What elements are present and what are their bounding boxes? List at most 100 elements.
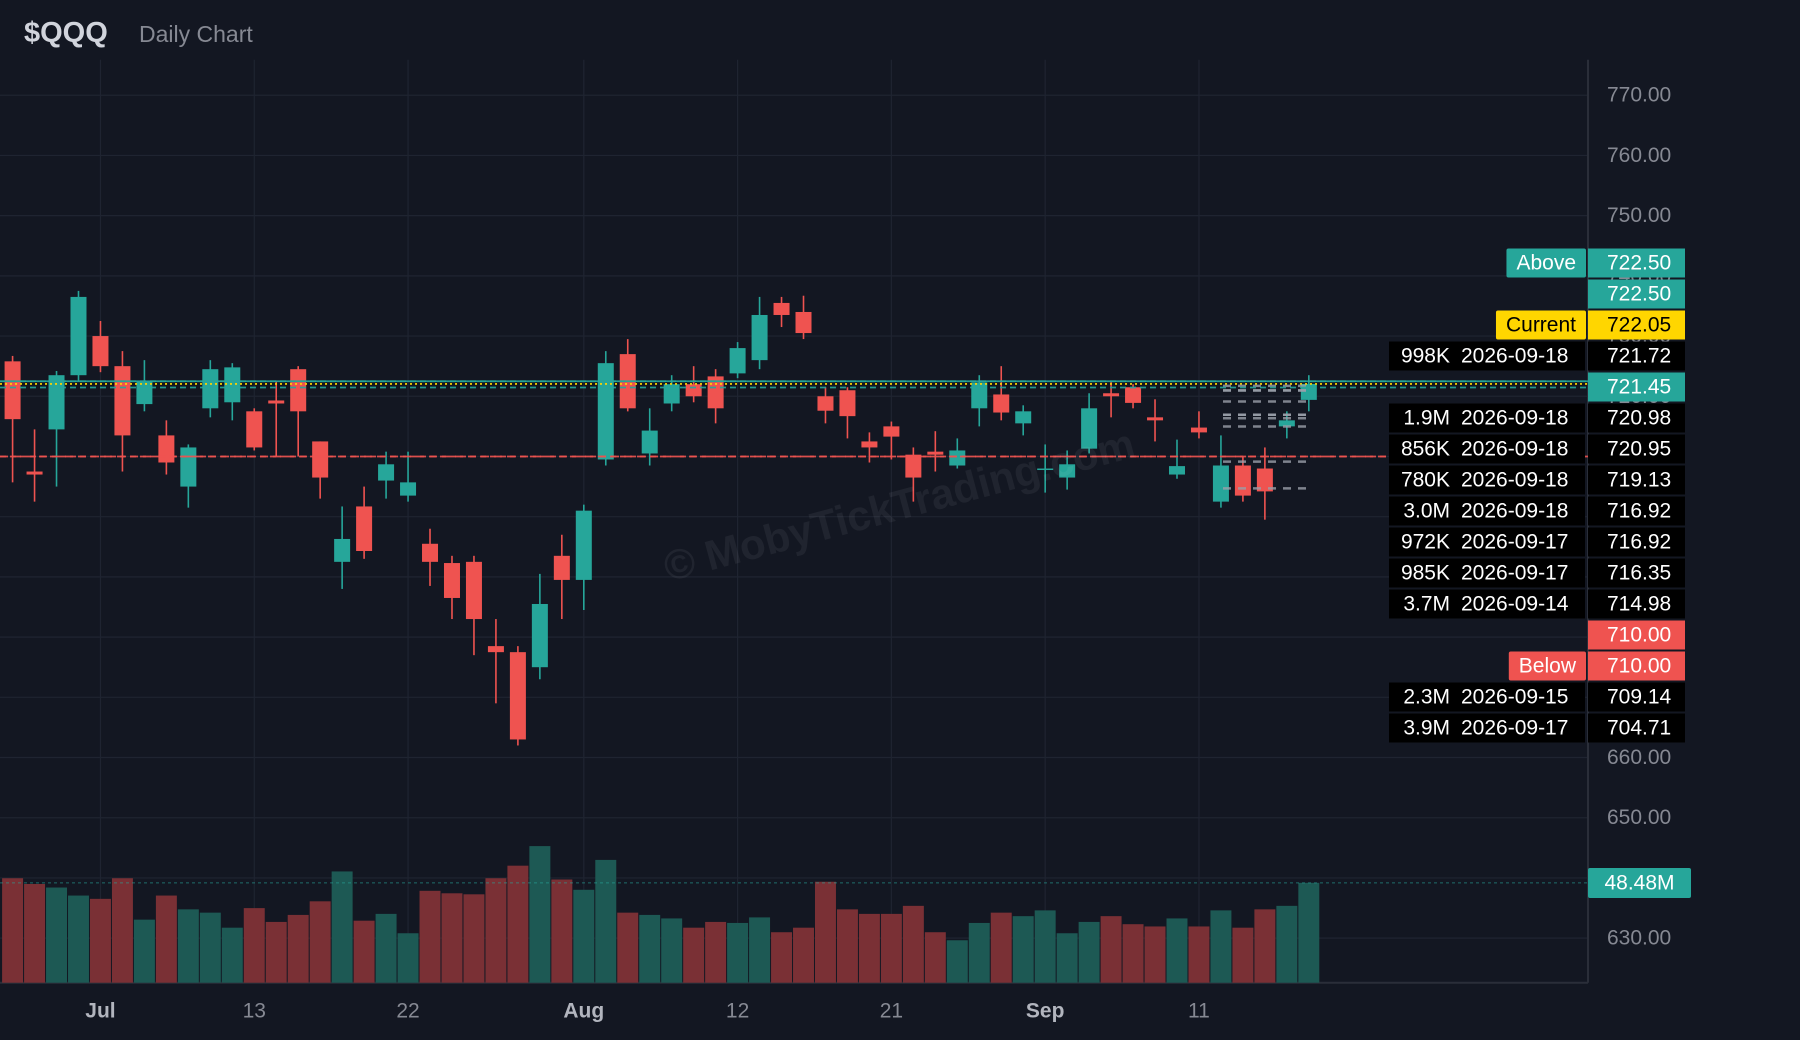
volume-bar xyxy=(375,913,397,983)
candle-body xyxy=(158,435,175,463)
volume-bar xyxy=(946,940,968,983)
level-date: 2026-09-14 xyxy=(1461,593,1569,616)
level-detail-box xyxy=(1389,589,1585,619)
candle-body xyxy=(70,296,87,376)
volume-bar xyxy=(1254,909,1276,983)
level-value-box xyxy=(1588,341,1685,371)
level-date: 2026-09-18 xyxy=(1461,345,1568,368)
volume-label: 48.48M xyxy=(1604,872,1674,895)
level-volume: 972K xyxy=(1401,531,1450,554)
volume-bar xyxy=(441,893,463,983)
candle-body xyxy=(1081,408,1098,449)
volume-bar xyxy=(617,912,639,983)
candle-body xyxy=(729,348,746,374)
chart-title: $QQQ xyxy=(24,17,108,49)
volume-bar xyxy=(683,927,705,983)
level-value-label: 716.92 xyxy=(1607,500,1671,523)
level-detail-box xyxy=(1389,465,1585,495)
level-value-box xyxy=(1588,558,1685,588)
candle-body xyxy=(224,367,241,403)
candle-body xyxy=(553,555,570,580)
level-name-box xyxy=(1508,651,1586,681)
level-value-box xyxy=(1588,651,1685,681)
volume-bar xyxy=(836,909,858,983)
candle-body xyxy=(1212,465,1229,502)
volume-bar xyxy=(771,932,793,983)
level-name-box xyxy=(1506,248,1586,278)
level-value-label: 721.72 xyxy=(1607,345,1671,368)
level-value-label: 704.71 xyxy=(1607,717,1671,740)
level-date: 2026-09-18 xyxy=(1461,500,1568,523)
volume-bar xyxy=(1100,916,1122,983)
candle-body xyxy=(1103,393,1120,397)
volume-bar xyxy=(397,933,419,983)
candle-body xyxy=(48,375,65,430)
level-value-label: 722.05 xyxy=(1607,314,1671,337)
level-volume: 1.9M xyxy=(1403,407,1450,430)
level-value-label: 719.13 xyxy=(1607,469,1671,492)
volume-bar xyxy=(1232,927,1254,983)
candle-body xyxy=(509,652,526,740)
level-volume: 856K xyxy=(1401,438,1450,461)
volume-bar xyxy=(463,894,485,983)
candle-body xyxy=(487,646,504,653)
volume-bar xyxy=(1122,924,1144,983)
level-value-label: 722.50 xyxy=(1607,252,1671,275)
level-volume: 3.7M xyxy=(1403,593,1450,616)
volume-bar xyxy=(793,927,814,983)
candle-body xyxy=(246,411,263,448)
level-value-box xyxy=(1588,620,1685,650)
level-detail-box xyxy=(1389,341,1585,371)
candle-body xyxy=(1147,417,1164,421)
candle-body xyxy=(1256,468,1273,492)
level-date: 2026-09-18 xyxy=(1461,438,1568,461)
y-tick-label: 750.00 xyxy=(1607,204,1671,227)
y-tick-label: 630.00 xyxy=(1607,927,1671,950)
candle-body xyxy=(422,543,439,562)
y-tick-label: 650.00 xyxy=(1607,806,1671,829)
level-value-box xyxy=(1588,279,1685,309)
volume-bar xyxy=(1166,918,1188,983)
y-tick-label: 760.00 xyxy=(1607,144,1671,167)
level-detail-box xyxy=(1389,682,1585,712)
level-detail-box xyxy=(1389,713,1585,743)
volume-bar xyxy=(573,889,595,983)
candle-body xyxy=(1037,468,1054,471)
volume-bar xyxy=(858,913,880,983)
candle-body xyxy=(795,311,812,334)
level-date: 2026-09-18 xyxy=(1461,407,1568,430)
candle-body xyxy=(1015,411,1032,424)
volume-bar xyxy=(639,914,661,983)
x-tick-label: 21 xyxy=(880,1000,903,1023)
volume-bar xyxy=(111,878,133,983)
level-volume: 985K xyxy=(1401,562,1450,585)
candle-body xyxy=(26,471,43,475)
candle-body xyxy=(663,384,680,404)
volume-bar xyxy=(749,917,771,983)
candle-body xyxy=(773,302,790,315)
candle-body xyxy=(1190,427,1207,433)
level-volume: 3.0M xyxy=(1403,500,1450,523)
volume-bar xyxy=(221,927,243,983)
volume-bar xyxy=(155,895,177,983)
level-value-box xyxy=(1588,713,1685,743)
level-date: 2026-09-17 xyxy=(1461,562,1568,585)
volume-bar xyxy=(661,918,683,983)
level-detail-box xyxy=(1389,527,1585,557)
level-value-label: 716.35 xyxy=(1607,562,1671,585)
level-value-label: 720.95 xyxy=(1607,438,1671,461)
level-volume: 998K xyxy=(1401,345,1450,368)
level-value-label: 709.14 xyxy=(1607,686,1672,709)
volume-bar xyxy=(24,884,46,983)
volume-bar xyxy=(902,905,924,983)
volume-bar xyxy=(133,919,155,983)
candle-body xyxy=(839,390,856,417)
candle-body xyxy=(180,447,197,487)
volume-bar xyxy=(814,881,836,983)
volume-bar xyxy=(595,859,617,983)
candle-body xyxy=(531,603,548,668)
candle-body xyxy=(4,361,21,420)
level-date: 2026-09-17 xyxy=(1461,531,1568,554)
level-value-label: 710.00 xyxy=(1607,655,1671,678)
